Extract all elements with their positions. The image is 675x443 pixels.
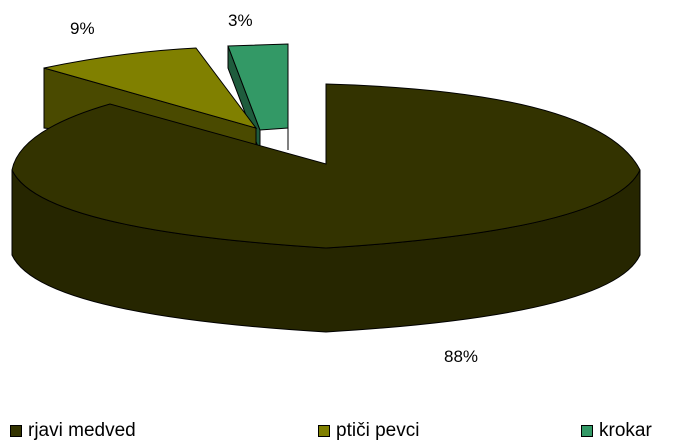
- legend-label-krokar: krokar: [599, 420, 652, 441]
- pie-slice-rjavi-medved: [11, 83, 641, 249]
- legend-swatch-rjavi-medved: [10, 425, 22, 437]
- legend-item-ptici-pevci: ptiči pevci: [318, 420, 419, 442]
- legend-item-rjavi-medved: rjavi medved: [10, 420, 136, 442]
- legend-swatch-krokar: [581, 425, 593, 437]
- legend-swatch-ptici-pevci: [318, 425, 330, 437]
- data-label-krokar: 3%: [228, 11, 253, 30]
- legend-item-krokar: krokar: [581, 420, 652, 442]
- legend-label-rjavi-medved: rjavi medved: [28, 420, 136, 441]
- data-label-ptici-pevci: 9%: [70, 19, 95, 38]
- pie-slice-ptici-pevci: [43, 47, 258, 129]
- pie-slice-krokar: [227, 43, 289, 131]
- legend: rjavi medved ptiči pevci krokar: [0, 420, 675, 443]
- pie-chart: 9% 3% 88%: [11, 11, 641, 366]
- data-label-rjavi-medved: 88%: [444, 347, 478, 366]
- legend-label-ptici-pevci: ptiči pevci: [336, 420, 420, 441]
